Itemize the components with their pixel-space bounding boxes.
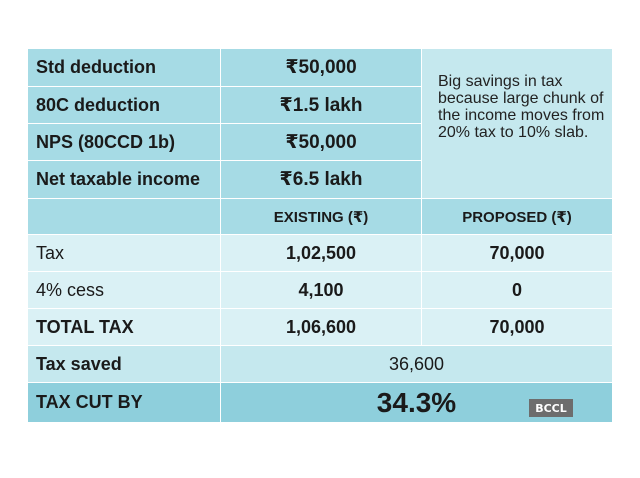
row-value-nps: ₹50,000: [221, 124, 421, 160]
row-value-net-taxable-income: ₹6.5 lakh: [221, 161, 421, 198]
row-proposed-total-tax: 70,000: [422, 309, 612, 345]
row-label-std-deduction: Std deduction: [28, 49, 220, 86]
header-blank: [28, 199, 220, 234]
header-proposed: PROPOSED (₹): [422, 199, 612, 234]
savings-note: Big savings in tax because large chunk o…: [422, 49, 612, 198]
row-proposed-tax: 70,000: [422, 235, 612, 271]
row-existing-total-tax: 1,06,600: [221, 309, 421, 345]
row-label-80c-deduction: 80C deduction: [28, 87, 220, 123]
header-existing: EXISTING (₹): [221, 199, 421, 234]
row-label-tax: Tax: [28, 235, 220, 271]
row-label-total-tax: TOTAL TAX: [28, 309, 220, 345]
row-existing-cess: 4,100: [221, 272, 421, 308]
bccl-watermark: BCCL: [529, 399, 573, 417]
row-proposed-cess: 0: [422, 272, 612, 308]
row-value-std-deduction: ₹50,000: [221, 49, 421, 86]
row-label-net-taxable-income: Net taxable income: [28, 161, 220, 198]
tax-comparison-table: Std deduction ₹50,000 80C deduction ₹1.5…: [28, 49, 612, 422]
row-label-tax-cut: TAX CUT BY: [28, 383, 220, 422]
row-value-tax-saved: 36,600: [221, 346, 612, 382]
row-existing-tax: 1,02,500: [221, 235, 421, 271]
row-label-cess: 4% cess: [28, 272, 220, 308]
row-label-tax-saved: Tax saved: [28, 346, 220, 382]
row-value-80c-deduction: ₹1.5 lakh: [221, 87, 421, 123]
row-label-nps: NPS (80CCD 1b): [28, 124, 220, 160]
